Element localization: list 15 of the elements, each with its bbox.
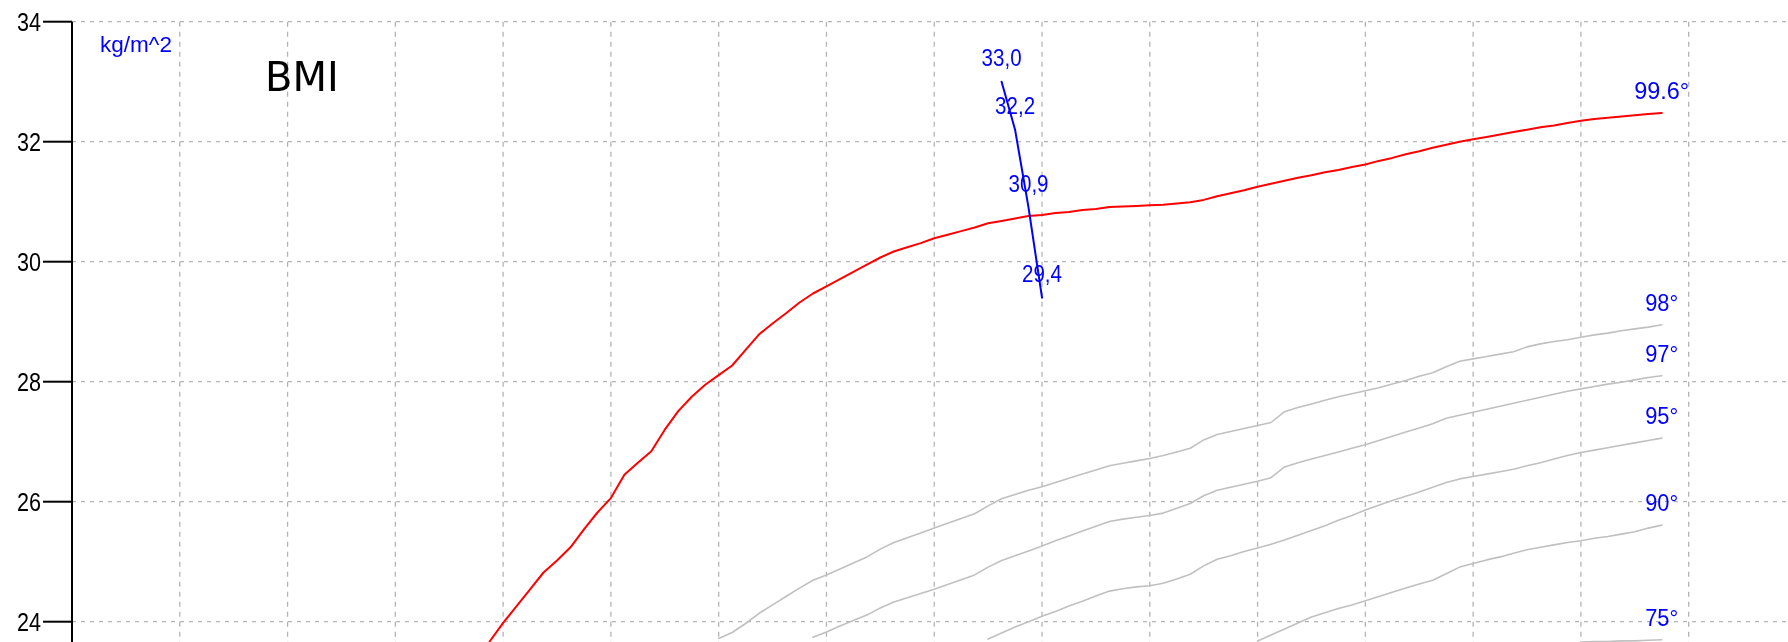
y-tick-label: 28	[17, 366, 46, 397]
series-label: 97°	[1645, 339, 1682, 367]
y-tick-label: 32	[17, 126, 46, 157]
y-tick-label: 24	[17, 606, 46, 637]
series-label: 99.6°	[1634, 76, 1691, 104]
y-tick-label: 26	[17, 486, 46, 517]
series-label: 90°	[1645, 489, 1682, 517]
series-label: 98°	[1645, 288, 1682, 316]
text: BMI	[265, 54, 339, 100]
y-tick-label: 30	[17, 246, 46, 277]
y-axis-title: kg/m^2	[100, 32, 172, 57]
data-label: 33,0	[981, 43, 1029, 71]
series-label: 75°	[1645, 603, 1682, 631]
y-tick-label: 34	[17, 6, 46, 37]
series-label: 95°	[1645, 402, 1682, 430]
